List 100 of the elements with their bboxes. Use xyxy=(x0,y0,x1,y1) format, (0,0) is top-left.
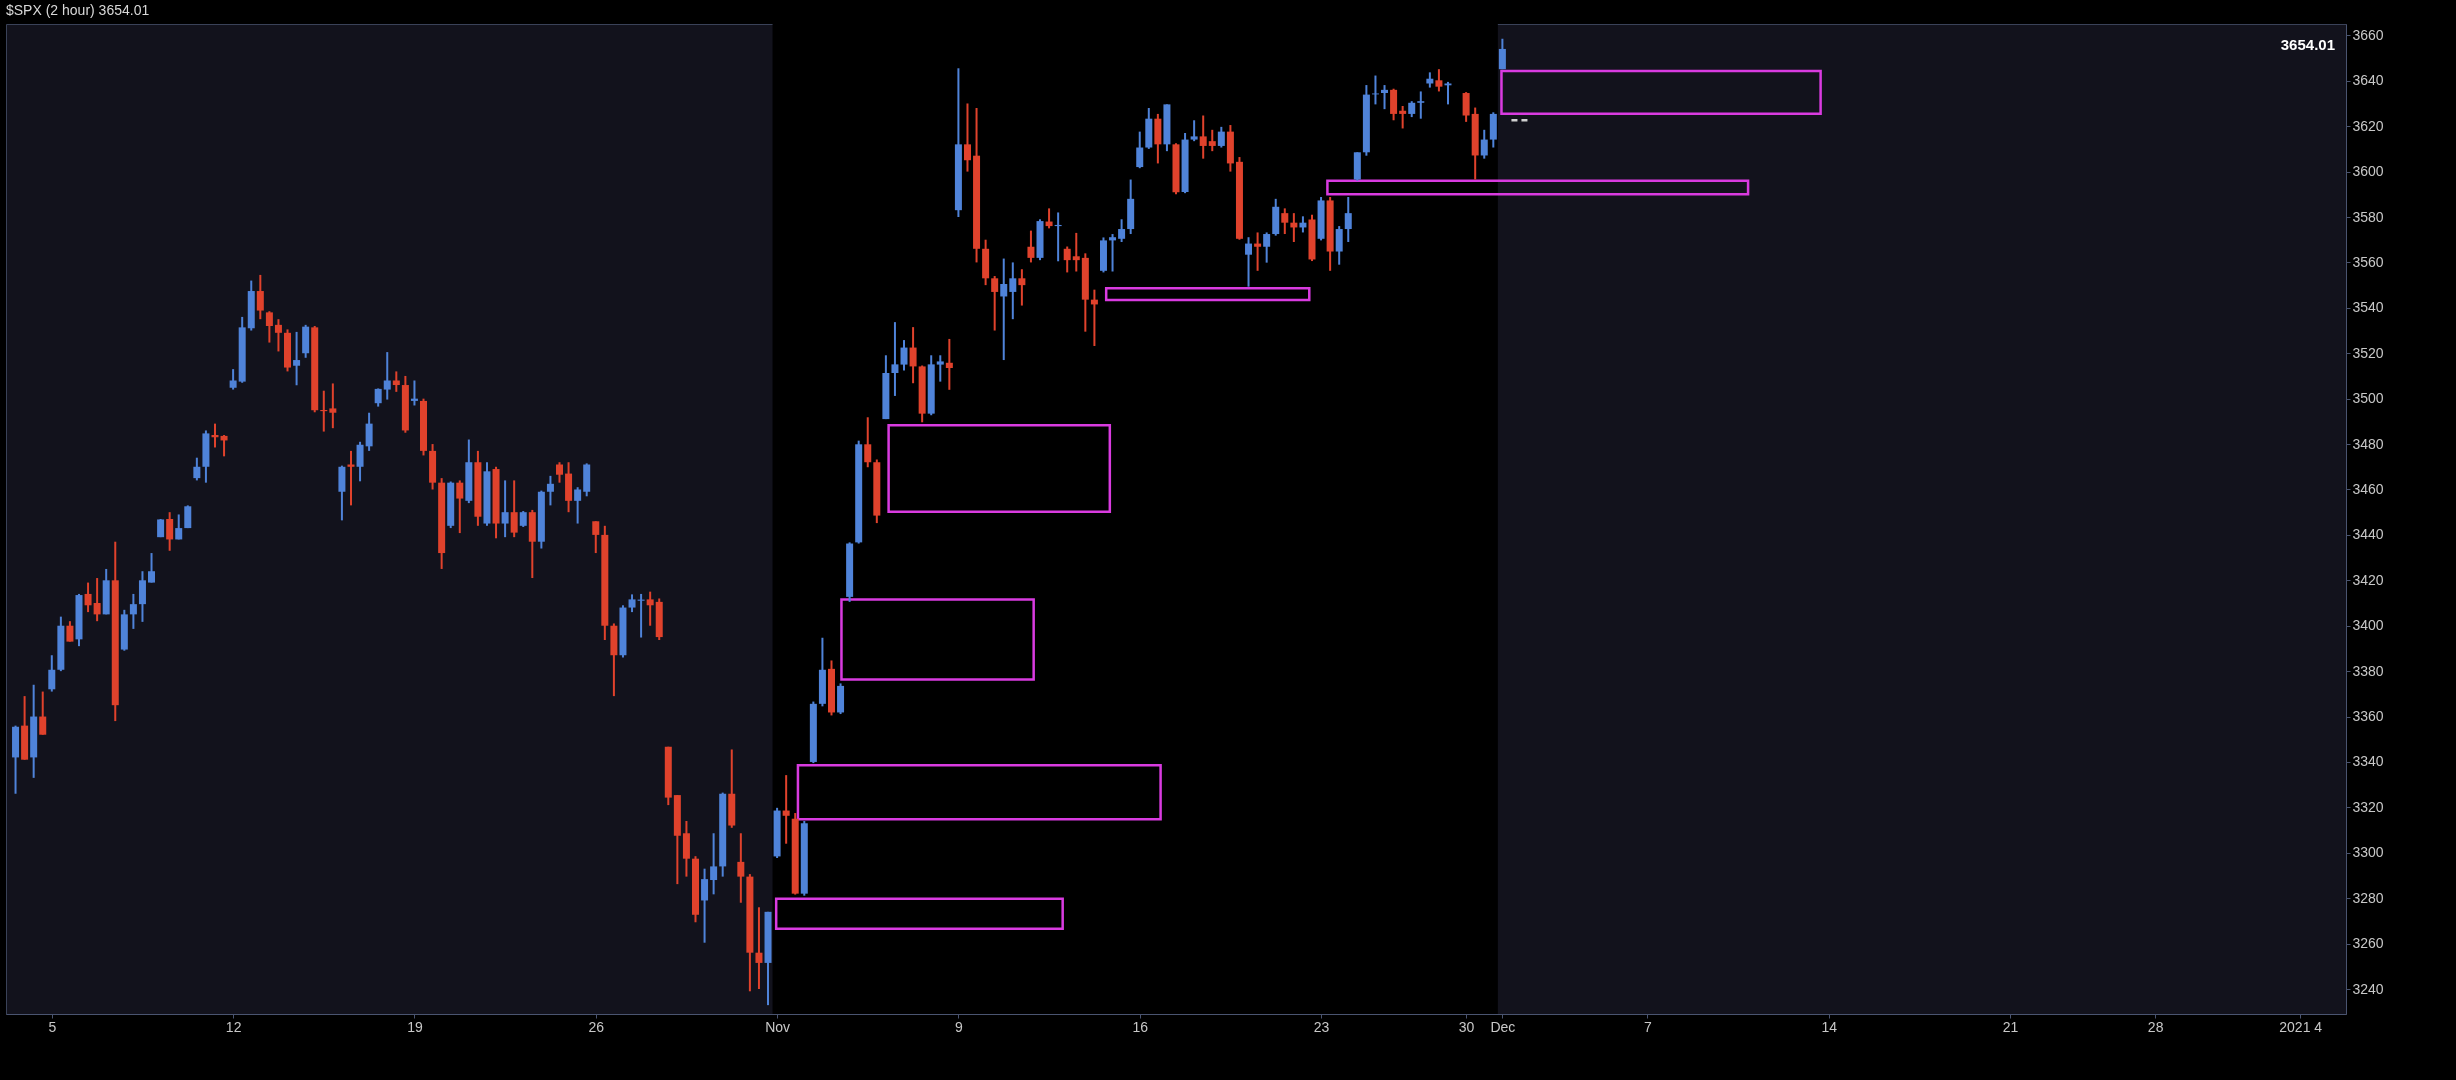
candlestick xyxy=(1263,231,1271,264)
x-tick-label: Dec xyxy=(1490,1018,1516,1035)
candlestick xyxy=(1399,104,1407,130)
candlestick xyxy=(546,474,554,507)
candlestick xyxy=(1381,84,1389,111)
x-tick-label: 19 xyxy=(407,1018,423,1035)
y-tick-label: 3600 xyxy=(2352,163,2384,180)
candlestick xyxy=(129,592,137,630)
candlestick xyxy=(93,577,101,623)
candlestick xyxy=(592,520,600,555)
candlestick xyxy=(1417,90,1425,120)
y-tick-label: 3260 xyxy=(2352,935,2384,952)
candlestick xyxy=(383,351,391,401)
x-tick-label: 21 xyxy=(2002,1018,2019,1035)
y-tick-label: 3500 xyxy=(2352,390,2384,407)
annotation: 3654.01 xyxy=(2280,36,2335,53)
y-tick-label: 3580 xyxy=(2352,208,2384,225)
candlestick xyxy=(945,337,953,391)
candlestick xyxy=(1109,233,1117,273)
candlestick xyxy=(1498,37,1506,71)
candlestick xyxy=(229,368,237,391)
candlestick xyxy=(755,906,763,991)
y-tick-label: 3380 xyxy=(2352,662,2384,679)
y-tick-label: 3460 xyxy=(2352,480,2384,497)
candlestick xyxy=(1000,257,1008,362)
y-tick-label: 3660 xyxy=(2352,26,2384,43)
candlestick xyxy=(293,330,301,387)
candlestick xyxy=(84,581,92,614)
candlestick xyxy=(365,411,373,452)
x-tick-label: 2021 4 xyxy=(2279,1018,2323,1035)
candlestick xyxy=(936,354,944,383)
candlestick xyxy=(510,479,518,539)
candlestick xyxy=(991,275,999,332)
candlestick xyxy=(39,690,47,736)
x-tick-label: 5 xyxy=(48,1018,57,1035)
candlestick xyxy=(556,461,563,484)
candlestick xyxy=(175,513,183,541)
y-tick-label: 3420 xyxy=(2352,571,2384,588)
candlestick xyxy=(256,273,264,321)
x-tick-label: Nov xyxy=(765,1018,791,1035)
candlestick xyxy=(329,382,337,430)
candlestick xyxy=(66,620,74,643)
candlestick xyxy=(1371,74,1379,106)
candlestick xyxy=(456,479,464,535)
candlestick xyxy=(1118,218,1126,243)
candlestick xyxy=(193,456,201,482)
y-tick-label: 3400 xyxy=(2352,617,2384,634)
y-tick-label: 3340 xyxy=(2352,753,2384,770)
x-tick-label: 30 xyxy=(1458,1018,1475,1035)
candlestick xyxy=(274,318,282,353)
candlestick xyxy=(1335,225,1343,266)
candlestick xyxy=(374,387,382,408)
candlestick xyxy=(48,654,56,693)
candlestick xyxy=(392,370,400,393)
y-tick-label: 3440 xyxy=(2352,526,2384,543)
x-tick-label: 28 xyxy=(2147,1018,2164,1035)
candlestick xyxy=(265,310,273,344)
candlestick xyxy=(1027,229,1035,264)
candlestick xyxy=(1199,114,1207,160)
y-tick-label: 3300 xyxy=(2352,844,2384,861)
y-tick-label: 3240 xyxy=(2352,980,2384,997)
candlestick xyxy=(1190,119,1198,143)
candlestick xyxy=(909,326,917,385)
candlestick xyxy=(1281,207,1289,236)
chart-title: $SPX (2 hour) 3654.01 xyxy=(6,2,150,18)
x-tick-label: 9 xyxy=(955,1018,964,1035)
candlestick xyxy=(891,321,899,397)
candlestick xyxy=(864,416,872,469)
candlestick xyxy=(1254,231,1262,272)
x-tick-label: 12 xyxy=(225,1018,242,1035)
candlestick xyxy=(356,440,364,483)
x-tick-label: 16 xyxy=(1132,1018,1149,1035)
y-tick-label: 3540 xyxy=(2352,299,2384,316)
y-tick-label: 3520 xyxy=(2352,344,2384,361)
candlestick xyxy=(1208,128,1216,153)
y-tick-label: 3480 xyxy=(2352,435,2384,452)
x-tick-label: 14 xyxy=(1821,1018,1838,1035)
candlestick xyxy=(501,479,509,539)
candlestick xyxy=(1018,268,1026,307)
x-tick-label: 23 xyxy=(1313,1018,1330,1035)
candlestick xyxy=(1009,261,1017,321)
y-tick-label: 3320 xyxy=(2352,798,2384,815)
x-tick-label: 7 xyxy=(1644,1018,1653,1035)
candlestick xyxy=(1245,236,1253,288)
candlestick xyxy=(1480,128,1488,160)
y-tick-label: 3640 xyxy=(2352,72,2384,89)
y-tick-label: 3280 xyxy=(2352,889,2384,906)
y-tick-label: 3360 xyxy=(2352,708,2384,725)
candlestick xyxy=(166,511,174,552)
candlestick xyxy=(1344,196,1352,243)
candlestick xyxy=(782,774,790,845)
candlestick xyxy=(148,552,156,584)
x-tick-label: 26 xyxy=(588,1018,605,1035)
candlestick xyxy=(646,590,654,627)
candlestick xyxy=(900,339,908,372)
candlestick xyxy=(1444,80,1452,106)
candlestick xyxy=(1217,125,1225,149)
candlestick xyxy=(963,102,971,173)
candlestick xyxy=(701,867,709,944)
candlestick xyxy=(1435,68,1443,93)
